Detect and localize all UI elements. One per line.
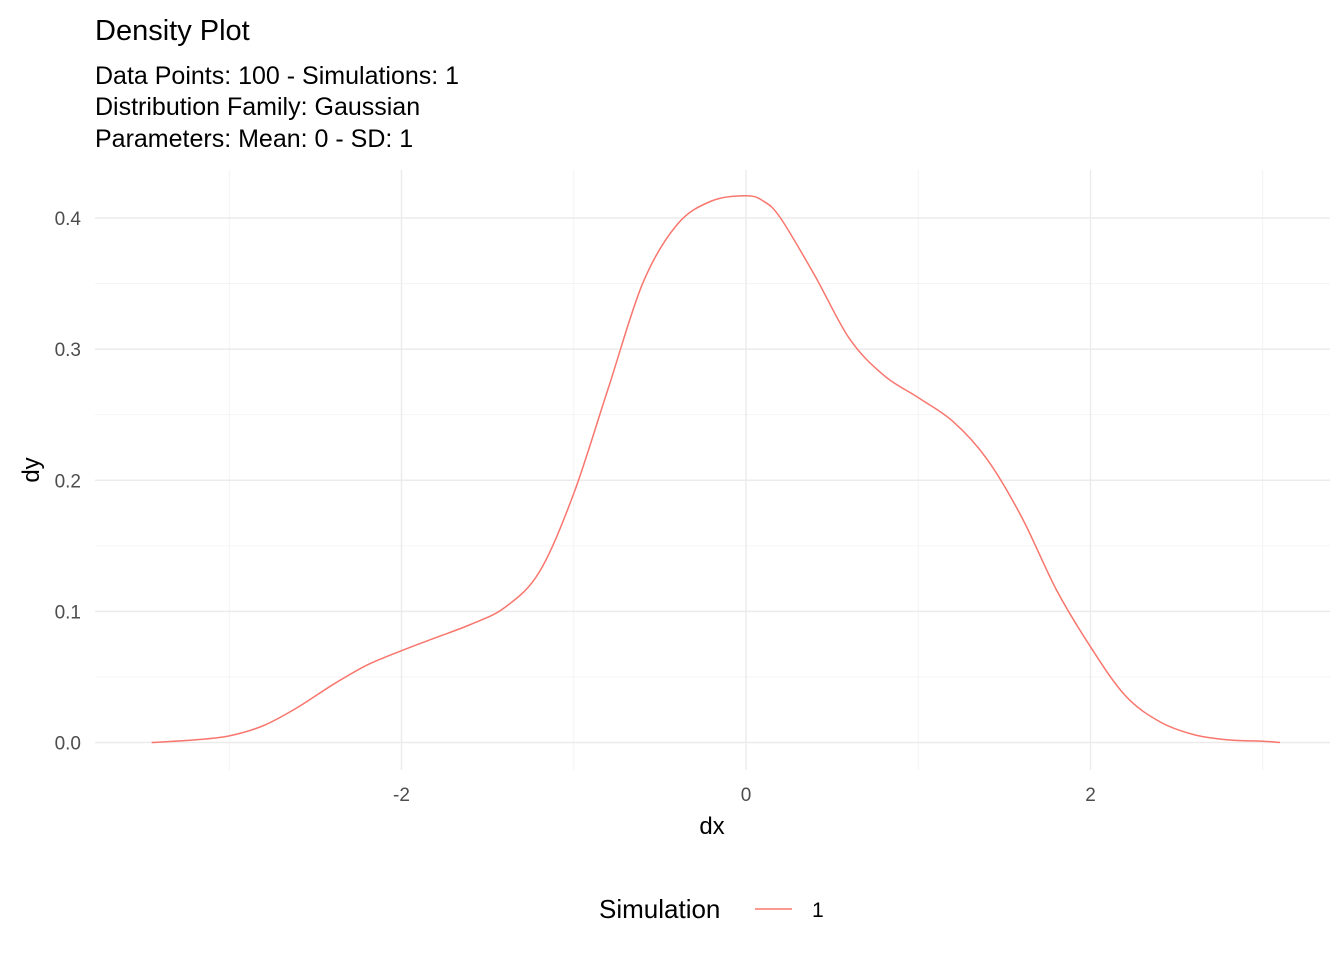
x-tick-label: -2 (393, 785, 410, 806)
chart-subtitle-line-2: Distribution Family: Gaussian (95, 93, 420, 121)
chart-subtitle-line-1: Data Points: 100 - Simulations: 1 (95, 62, 459, 90)
y-tick-label: 0.3 (55, 340, 81, 361)
legend-label: 1 (812, 899, 824, 922)
grid-minor (95, 170, 1330, 770)
y-tick-label: 0.1 (55, 602, 81, 623)
legend: Simulation 1 (599, 894, 824, 924)
x-tick-label: 2 (1085, 785, 1096, 806)
grid-major (95, 170, 1330, 770)
chart-title: Density Plot (95, 15, 250, 47)
series-layer (151, 194, 1281, 744)
x-axis-label: dx (699, 813, 724, 840)
y-tick-label: 0.4 (55, 209, 82, 230)
x-axis-ticks: -2 0 2 (393, 785, 1096, 806)
chart-subtitle-line-3: Parameters: Mean: 0 - SD: 1 (95, 125, 413, 153)
x-tick-label: 0 (741, 785, 752, 806)
density-line-series-1 (151, 194, 1281, 744)
y-tick-label: 0.0 (55, 734, 81, 755)
legend-title: Simulation (599, 894, 720, 924)
y-axis-label: dy (18, 457, 45, 482)
y-tick-label: 0.2 (55, 471, 81, 492)
y-axis-ticks: 0.0 0.1 0.2 0.3 0.4 (55, 209, 82, 755)
